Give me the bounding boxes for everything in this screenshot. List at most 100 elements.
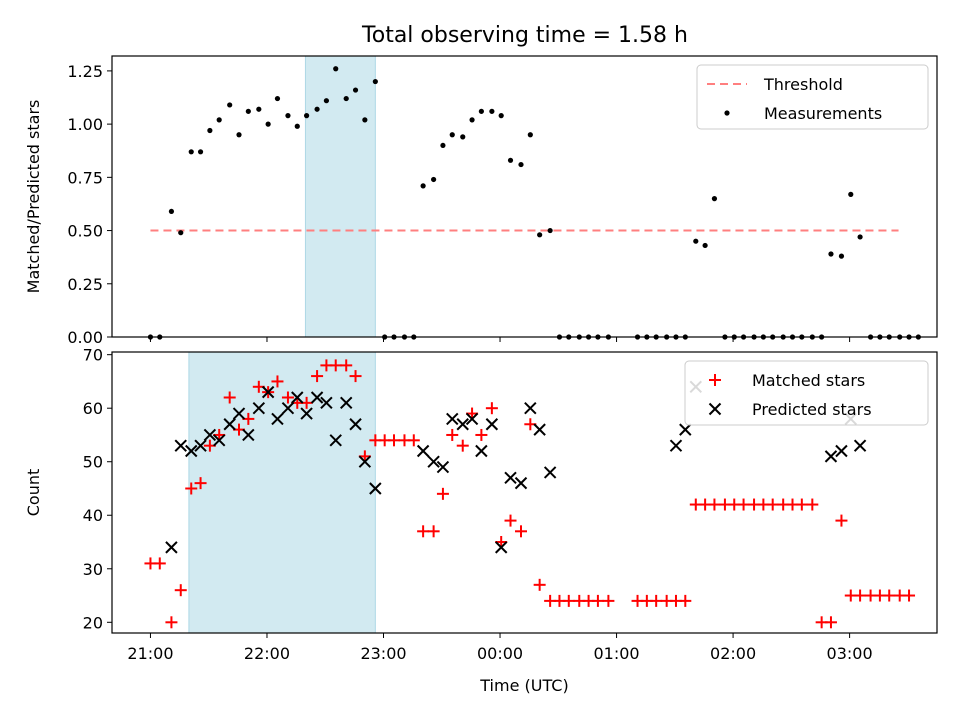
predicted-star-point [446,412,459,426]
measurement-point [527,132,533,138]
predicted-star-point [679,423,692,436]
measurement-point [857,234,863,240]
measurement-point [236,132,242,138]
measurement-point [537,232,543,238]
axes-frame [111,55,938,338]
x-stroke [835,444,848,458]
predicted-star-point [310,391,324,404]
matched-star-point [650,594,663,607]
measurement-point [168,208,175,215]
predicted-star-point [369,482,382,495]
legend-label: Predicted stars [752,400,872,419]
matched-star-point [485,402,498,415]
matched-star-point [427,525,440,538]
measurement-point [256,106,262,112]
matched-star-point [903,589,916,602]
predicted-star-point [340,396,353,410]
figure-title: Total observing time = 1.58 h [361,23,688,48]
x-stroke [679,423,692,436]
y-tick-label: 60 [83,399,103,418]
legend-label: Matched stars [752,371,865,390]
measurement-point [838,253,845,259]
matched-star-point [854,589,867,602]
y-tick-label: 30 [83,560,103,579]
measurement-point [245,108,251,114]
measurement-point [489,108,495,114]
observing-span [304,55,376,338]
predicted-star-point [174,439,187,452]
x-tick-label: 23:00 [360,644,406,663]
matched-star-point [591,594,604,607]
measurement-point [343,95,349,102]
predicted-star-point [514,476,528,490]
x-stroke [223,418,236,431]
measurement-point [216,117,222,123]
x-stroke [446,412,459,426]
predicted-star-point [320,396,333,410]
predicted-star-point [504,471,517,484]
predicted-star-point [427,455,440,468]
measurement-point [274,95,281,102]
measurement-point [449,132,455,138]
x-stroke [261,385,275,399]
measurement-point [294,123,300,129]
y-axis-label: Matched/Predicted stars [24,100,43,294]
matched-star-point [883,589,896,602]
predicted-star-point [300,407,313,420]
matched-star-point [562,594,575,607]
measurement-point [227,102,233,108]
x-tick-label: 01:00 [594,644,640,663]
matched-star-point [387,434,400,447]
y-tick-label: 0.25 [67,275,103,294]
predicted-star-point [349,418,362,431]
matched-star-point [185,482,198,495]
x-stroke [475,444,488,458]
matched-star-point [407,434,420,447]
measurement-point [478,108,484,114]
y-tick-label: 1.00 [67,115,103,134]
x-stroke [456,418,469,431]
y-tick-label: 40 [83,506,103,525]
x-stroke [465,412,479,426]
predicted-star-point [165,541,178,554]
predicted-star-point [194,439,207,452]
x-stroke [329,434,342,447]
x-stroke [494,541,508,554]
predicted-star-point [358,455,372,468]
predicted-star-point [232,407,246,420]
matched-star-point [602,594,615,607]
x-stroke [340,396,353,410]
legend-box [684,360,929,426]
matched-star-point [271,375,284,388]
measurement-point [440,142,446,149]
x-tick-label: 21:00 [127,644,173,663]
x-axis-label: Time (UTC) [479,676,568,695]
y-tick-label: 50 [83,453,103,472]
x-stroke [485,418,499,431]
measurement-point [207,127,213,134]
y-tick-label: 20 [83,613,103,632]
legend: Threshold Measurements [696,64,929,130]
measurement-point [352,87,359,93]
x-stroke [416,444,430,458]
x-tick-label: 02:00 [710,644,756,663]
legend-label: Threshold [763,75,843,94]
measurement-point [197,149,204,155]
bottom-panel: 20 30 40 50 60 70 21:00 22:00 23:00 00:00 01:00 02:… [24,346,938,695]
predicted-star-point [835,444,848,458]
predicted-star-point [212,434,226,447]
matched-star-point [174,584,187,597]
legend-box [696,64,929,130]
measurement-point [431,176,437,183]
matched-star-point [824,616,837,629]
observing-span [188,351,376,634]
predicted-star-point [271,412,284,426]
legend: Matched stars Predicted stars [684,360,929,426]
x-stroke [533,423,546,436]
measurement-point [362,117,368,123]
x-stroke [271,412,284,426]
measurement-point [547,227,553,234]
predicted-star-point [824,450,838,463]
y-tick-label: 0.50 [67,222,103,241]
